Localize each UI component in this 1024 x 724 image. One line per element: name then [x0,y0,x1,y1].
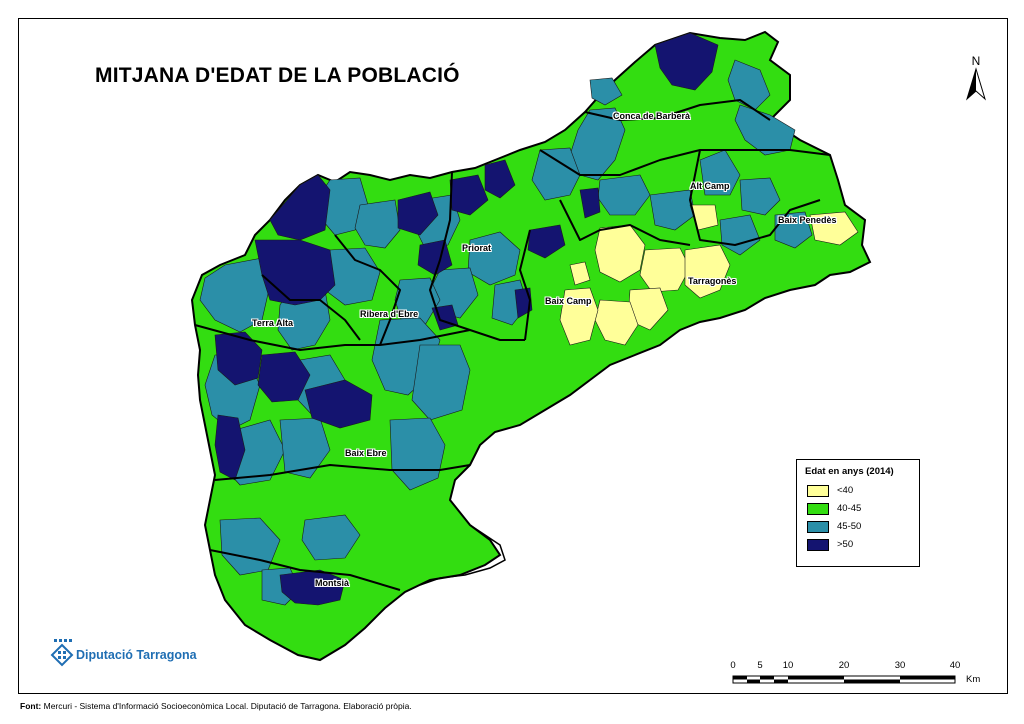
scale-bar: 0 5 10 20 30 40 Km [728,660,988,690]
legend-swatch-over-50 [807,539,829,551]
legend-title: Edat en anys (2014) [805,466,894,477]
north-arrow-icon [966,67,986,101]
logo-text: Diputació Tarragona [76,648,197,662]
label-terra-alta: Terra Alta [252,318,294,328]
label-baix-penedes: Baix Penedès [778,215,837,225]
legend-swatch-under-40 [807,485,829,497]
legend-label: 40-45 [837,503,862,514]
diputacio-logo: Diputació Tarragona [50,637,210,671]
legend-label: 45-50 [837,521,862,532]
north-arrow: N [963,55,989,101]
scale-tick: 5 [757,660,763,671]
north-letter: N [971,54,981,68]
footer-label: Font: [20,701,42,711]
legend-swatch-45-50 [807,521,829,533]
label-priorat: Priorat [462,243,492,253]
map-title: MITJANA D'EDAT DE LA POBLACIÓ [95,64,460,87]
label-baix-ebre: Baix Ebre [345,448,387,458]
zone-45-50 [199,59,813,606]
scale-tick: 0 [730,660,736,671]
scale-tick: 20 [838,660,850,671]
scale-bar-graphic [732,675,956,684]
scale-tick: 10 [782,660,794,671]
diputacio-logo-icon [50,639,74,667]
legend: Edat en anys (2014) <40 40-45 45-50 >50 [796,459,920,567]
footer-source: Font: Mercuri - Sistema d'Informació Soc… [20,701,412,711]
scale-tick: 30 [894,660,906,671]
legend-label: <40 [837,485,854,496]
comarca-borders [194,99,831,591]
zone-under-40 [559,204,859,346]
zone-over-50 [214,32,719,606]
label-conca-de-barbera: Conca de Barberà [613,111,691,121]
label-montsia: Montsià [315,578,350,588]
scale-unit: Km [966,674,981,685]
label-alt-camp: Alt Camp [690,181,730,191]
legend-label: >50 [837,539,854,550]
label-tarragones: Tarragonès [688,276,737,286]
label-baix-camp: Baix Camp [545,296,592,306]
footer-text: Mercuri - Sistema d'Informació Socioecon… [43,701,412,711]
legend-swatch-40-45 [807,503,829,515]
label-ribera-debre: Ribera d'Ebre [360,309,419,319]
scale-tick: 40 [949,660,961,671]
ebre-delta [419,524,506,586]
